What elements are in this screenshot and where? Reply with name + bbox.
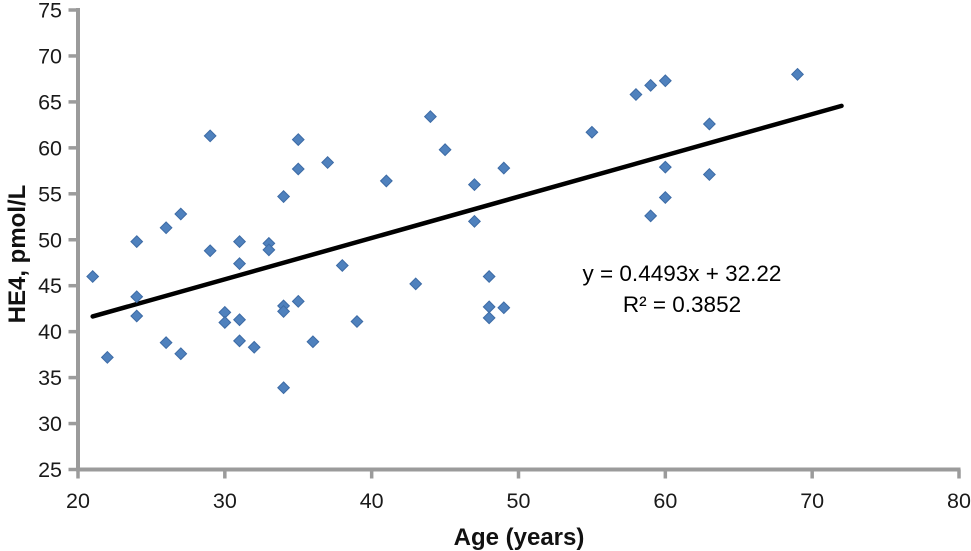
data-point [790, 67, 804, 81]
data-point [159, 221, 173, 235]
data-point [262, 243, 276, 257]
trendline [90, 103, 844, 319]
data-point [321, 156, 335, 170]
data-point [350, 315, 364, 329]
data-point [585, 125, 599, 139]
y-tick-label: 30 [38, 412, 62, 436]
data-point [247, 340, 261, 354]
data-point [629, 88, 643, 102]
data-point [409, 277, 423, 291]
data-point [644, 209, 658, 223]
data-point [658, 160, 672, 174]
data-point [291, 294, 305, 308]
r-squared-label: R² = 0.3852 [623, 292, 741, 317]
data-point [277, 190, 291, 204]
y-tick-label: 50 [38, 228, 62, 252]
y-tick-label: 60 [38, 136, 62, 160]
y-axis-title: HE4, pmol/L [4, 185, 31, 324]
x-tick-label: 40 [360, 489, 384, 513]
x-tick-label: 30 [213, 489, 237, 513]
x-axis-title: Age (years) [454, 524, 585, 551]
data-point [423, 110, 437, 124]
data-point [644, 78, 658, 92]
data-point [291, 133, 305, 147]
data-point [291, 162, 305, 176]
axes [68, 8, 961, 479]
data-point [130, 290, 144, 304]
y-tick-label: 45 [38, 274, 62, 298]
data-point [335, 258, 349, 272]
data-point [159, 336, 173, 350]
y-axis-tick-labels: 25 30 35 40 45 50 55 60 65 70 75 [38, 0, 62, 482]
data-point [379, 174, 393, 188]
y-tick-label: 70 [38, 44, 62, 68]
x-tick-label: 70 [800, 489, 824, 513]
y-tick-label: 75 [38, 0, 62, 23]
data-point [100, 350, 114, 364]
data-point [658, 190, 672, 204]
data-point [658, 74, 672, 88]
data-point [277, 304, 291, 318]
data-point [467, 178, 481, 192]
data-point [174, 347, 188, 361]
data-point [233, 257, 247, 271]
data-point [702, 117, 716, 131]
data-point [233, 313, 247, 327]
x-tick-label: 20 [66, 489, 90, 513]
data-point [233, 334, 247, 348]
data-point [482, 270, 496, 284]
trendline-equation-label: y = 0.4493x + 32.22 [583, 261, 782, 286]
y-tick-label: 55 [38, 182, 62, 206]
y-tick-label: 25 [38, 458, 62, 482]
data-point [218, 315, 232, 329]
data-point-series [86, 67, 804, 395]
y-tick-label: 35 [38, 366, 62, 390]
y-tick-label: 40 [38, 320, 62, 344]
x-axis-tick-labels: 20 30 40 50 60 70 80 [66, 489, 971, 513]
data-point [86, 270, 100, 284]
data-point [130, 235, 144, 249]
data-point [130, 309, 144, 323]
data-point [203, 129, 217, 143]
data-point [497, 161, 511, 175]
data-point [203, 244, 217, 258]
data-point [497, 301, 511, 315]
y-tick-label: 65 [38, 90, 62, 114]
data-point [438, 143, 452, 157]
data-point [702, 167, 716, 182]
x-tick-label: 50 [507, 489, 531, 513]
data-point [306, 335, 320, 349]
x-tick-label: 60 [653, 489, 677, 513]
x-tick-label: 80 [947, 489, 971, 513]
data-point [482, 311, 496, 325]
data-point [174, 207, 188, 221]
data-point [467, 214, 481, 228]
data-point [233, 235, 247, 249]
data-point [277, 381, 291, 395]
